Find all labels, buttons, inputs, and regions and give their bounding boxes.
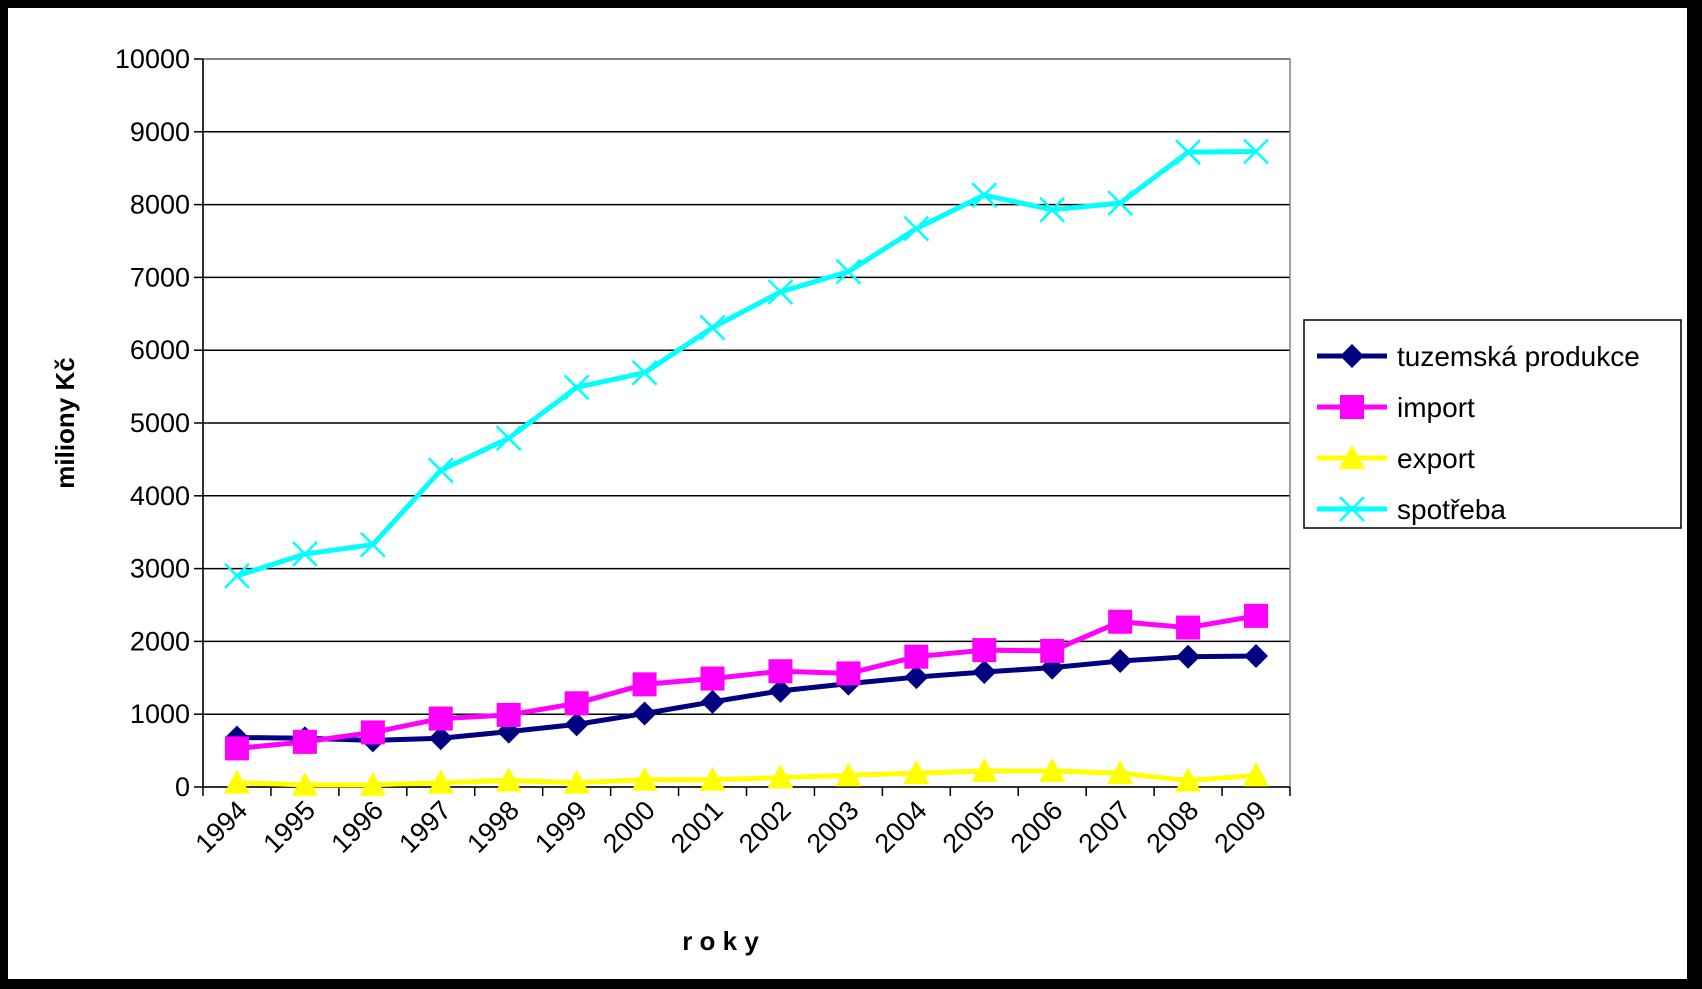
series-line [237, 616, 1256, 748]
legend-label: tuzemská produkce [1397, 341, 1640, 372]
x-tick-labels: 1994 1995 1996 1997 1998 1999 2000 2001 2002 2003… [190, 795, 1273, 859]
x-tick-label: 1995 [257, 795, 321, 859]
data-point [293, 730, 317, 754]
x-tick-label: 2000 [597, 795, 661, 859]
x-tick-label: 2001 [665, 795, 729, 859]
y-tick-label: 9000 [130, 117, 190, 147]
data-point [701, 667, 725, 691]
y-axis-title: miliony Kč [50, 357, 80, 488]
x-tick-label: 2003 [801, 795, 865, 859]
y-tick-label: 1000 [130, 699, 190, 729]
data-point [497, 703, 521, 727]
x-tick-label: 1994 [190, 795, 254, 859]
data-point [1108, 610, 1132, 634]
y-tick-label: 10000 [115, 44, 190, 74]
x-tick-label: 1998 [461, 795, 525, 859]
x-tick-label: 2004 [869, 795, 933, 859]
data-point [1244, 644, 1268, 668]
data-point [633, 672, 657, 696]
y-tick-label: 4000 [130, 481, 190, 511]
data-point [701, 316, 725, 340]
legend: tuzemská produkce import export spotřeba [1304, 320, 1681, 528]
axes [194, 59, 1290, 796]
legend-marker [1340, 395, 1364, 419]
data-point [1108, 649, 1132, 673]
series-line [237, 151, 1256, 575]
data-point [225, 564, 249, 588]
x-tick-label: 2009 [1209, 795, 1273, 859]
data-point [701, 690, 725, 714]
data-point [768, 659, 792, 683]
series-group [237, 151, 1256, 784]
data-point [361, 720, 385, 744]
data-point [1040, 639, 1064, 663]
data-point [1176, 616, 1200, 640]
x-tick-label: 2006 [1005, 795, 1069, 859]
y-tick-labels: 0 1000 2000 3000 4000 5000 6000 7000 8000 9000 100… [115, 44, 190, 802]
y-tick-label: 7000 [130, 262, 190, 292]
y-tick-label: 5000 [130, 408, 190, 438]
x-tick-label: 2008 [1141, 795, 1205, 859]
data-point [972, 660, 996, 684]
data-point [904, 217, 928, 241]
data-point [497, 426, 521, 450]
legend-label: import [1397, 392, 1475, 423]
data-point [633, 701, 657, 725]
data-point [972, 638, 996, 662]
x-tick-label: 2005 [937, 795, 1001, 859]
chart-area: 0 1000 2000 3000 4000 5000 6000 7000 8000 9000 100… [6, 6, 1689, 981]
x-tick-label: 1996 [325, 795, 389, 859]
legend-label: export [1397, 443, 1475, 474]
data-point [565, 712, 589, 736]
data-point [429, 707, 453, 731]
x-tick-label: 1997 [393, 795, 457, 859]
data-point [225, 736, 249, 760]
y-tick-label: 2000 [130, 626, 190, 656]
data-point [836, 661, 860, 685]
x-tick-label: 1999 [529, 795, 593, 859]
series-line [237, 771, 1256, 785]
y-tick-label: 3000 [130, 554, 190, 584]
x-tick-label: 2007 [1073, 795, 1137, 859]
x-tick-label: 2002 [733, 795, 797, 859]
data-point [1176, 645, 1200, 669]
y-tick-label: 6000 [130, 335, 190, 365]
x-axis-title: r o k y [682, 926, 759, 956]
data-point [904, 645, 928, 669]
data-point [429, 458, 453, 482]
data-point [1244, 604, 1268, 628]
line-chart: 0 1000 2000 3000 4000 5000 6000 7000 8000 9000 100… [8, 8, 1691, 983]
y-tick-label: 8000 [130, 190, 190, 220]
data-point [565, 691, 589, 715]
y-tick-label: 0 [175, 772, 190, 802]
legend-label: spotřeba [1397, 494, 1506, 525]
